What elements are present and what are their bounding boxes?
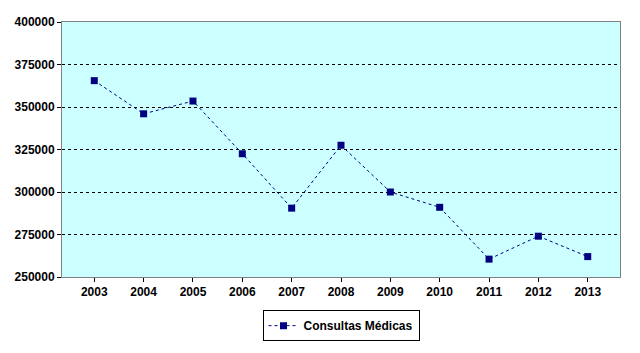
svg-text:2012: 2012 — [525, 285, 552, 299]
svg-text:250000: 250000 — [15, 270, 55, 284]
svg-text:2007: 2007 — [278, 285, 305, 299]
svg-text:2010: 2010 — [426, 285, 453, 299]
svg-text:2008: 2008 — [328, 285, 355, 299]
svg-text:400000: 400000 — [15, 15, 55, 29]
svg-text:375000: 375000 — [15, 58, 55, 72]
svg-text:Consultas Médicas: Consultas Médicas — [304, 319, 413, 333]
svg-text:275000: 275000 — [15, 228, 55, 242]
svg-text:2011: 2011 — [476, 285, 502, 299]
svg-text:2006: 2006 — [229, 285, 256, 299]
svg-text:325000: 325000 — [15, 143, 55, 157]
svg-text:2009: 2009 — [377, 285, 404, 299]
svg-text:300000: 300000 — [15, 185, 55, 199]
svg-text:2005: 2005 — [180, 285, 207, 299]
svg-text:2003: 2003 — [81, 285, 108, 299]
svg-text:2013: 2013 — [574, 285, 601, 299]
svg-text:2004: 2004 — [130, 285, 157, 299]
svg-text:350000: 350000 — [15, 100, 55, 114]
